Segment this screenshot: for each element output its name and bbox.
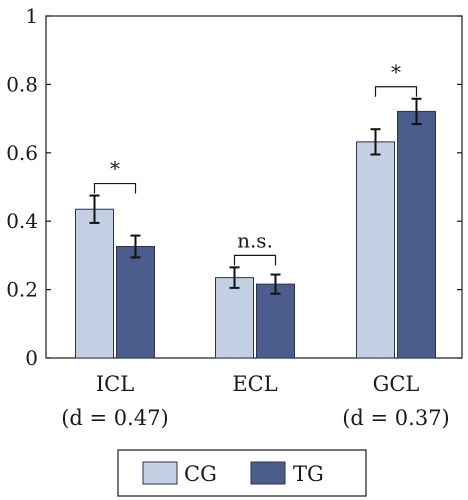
significance-bracket xyxy=(374,86,418,97)
significance-label: * xyxy=(110,157,120,181)
y-tick-label: 0.6 xyxy=(6,141,38,165)
legend-swatch-cg xyxy=(142,461,178,485)
x-category-label: ICL xyxy=(96,372,134,396)
bar-cg-icl xyxy=(75,208,114,359)
significance-label: n.s. xyxy=(237,228,273,252)
y-axis-ticks: 0 0.2 0.4 0.6 0.8 1 xyxy=(6,4,462,370)
y-tick-label: 0.8 xyxy=(6,72,38,96)
y-tick-label: 0.4 xyxy=(6,209,38,233)
legend-swatch-tg xyxy=(250,461,286,485)
y-tick-label: 0 xyxy=(25,346,38,370)
effect-size-label: (d = 0.47) xyxy=(61,406,169,430)
effect-size-label: (d = 0.37) xyxy=(342,406,450,430)
y-tick-label: 0.2 xyxy=(6,278,38,302)
x-axis-categories: ICL (d = 0.47) ECL GCL (d = 0.37) xyxy=(61,372,450,430)
x-category-label: ECL xyxy=(232,372,277,396)
bar-tg-ecl xyxy=(256,283,295,359)
legend: CG TG xyxy=(117,449,367,497)
bar-tg-gcl xyxy=(397,110,436,359)
bars xyxy=(75,110,436,359)
significance-label: * xyxy=(391,60,401,84)
legend-label-tg: TG xyxy=(293,462,324,486)
x-category-label: GCL xyxy=(373,372,420,396)
error-bars xyxy=(89,97,422,295)
bar-tg-icl xyxy=(116,246,155,359)
significance-bracket xyxy=(233,254,277,266)
y-tick-label: 1 xyxy=(25,4,38,28)
legend-label-cg: CG xyxy=(184,462,217,486)
bar-cg-gcl xyxy=(356,141,395,359)
significance-bracket xyxy=(93,182,137,194)
significance-brackets: * n.s. * xyxy=(93,60,418,266)
bar-cg-ecl xyxy=(215,277,254,359)
